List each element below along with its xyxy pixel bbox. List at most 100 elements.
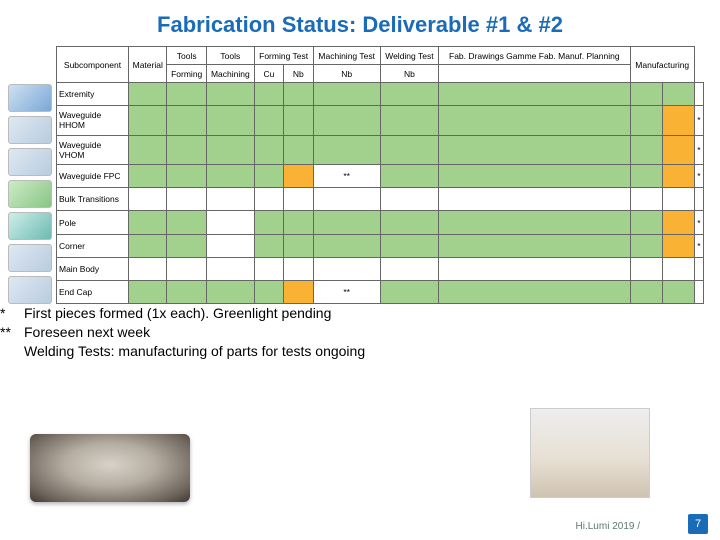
row-label: Waveguide FPC [57,165,129,188]
status-cell [129,211,167,234]
status-cell [284,280,313,303]
note-text: Foreseen next week [24,323,648,342]
status-cell [254,135,283,165]
status-cell [662,234,694,257]
cad-thumb [8,276,52,304]
status-cell [380,135,438,165]
table-row: Pole* [57,211,704,234]
status-cell: * [694,135,703,165]
status-cell [662,280,694,303]
status-cell [313,211,380,234]
status-cell [206,280,254,303]
status-cell [167,106,206,136]
status-cell [694,280,703,303]
status-cell [439,280,631,303]
status-cell [129,135,167,165]
status-cell [439,165,631,188]
status-cell [129,106,167,136]
status-cell [439,234,631,257]
status-cell [380,188,438,211]
part-photo-1 [30,434,190,502]
col-machining: Machining [206,65,254,83]
note-text: First pieces formed (1x each). Greenligh… [24,304,648,323]
status-cell [206,83,254,106]
status-cell [284,135,313,165]
slide-title: Fabrication Status: Deliverable #1 & #2 [0,0,720,46]
status-cell [662,257,694,280]
status-cell [167,280,206,303]
status-cell [284,165,313,188]
status-cell [167,135,206,165]
status-cell [254,211,283,234]
status-cell [662,83,694,106]
status-cell [630,135,662,165]
col-subcomponent: Subcomponent [57,47,129,83]
status-cell [439,257,631,280]
status-cell [284,83,313,106]
table-row: Waveguide HHOM* [57,106,704,136]
header-row-1: Subcomponent Material Tools Tools Formin… [57,47,704,65]
status-cell: * [694,106,703,136]
status-cell [129,188,167,211]
col-nb: Nb [284,65,313,83]
row-label: Corner [57,234,129,257]
status-cell [206,257,254,280]
note-mark [0,342,24,361]
col-manuf: Manufacturing [630,47,694,83]
status-cell [380,234,438,257]
status-table: Subcomponent Material Tools Tools Formin… [56,46,704,304]
status-cell [167,257,206,280]
note-mark: ** [0,323,24,342]
status-cell [206,106,254,136]
status-cell [167,165,206,188]
status-cell [167,188,206,211]
row-label: Waveguide VHOM [57,135,129,165]
status-cell [284,106,313,136]
status-cell [630,211,662,234]
status-cell [630,106,662,136]
status-cell: * [694,234,703,257]
status-cell: ** [313,165,380,188]
status-cell [167,211,206,234]
status-cell [630,257,662,280]
thumbnail-column [8,46,56,304]
cad-thumb [8,116,52,144]
status-cell [439,135,631,165]
status-cell [439,188,631,211]
status-cell [380,165,438,188]
status-cell [284,211,313,234]
col-forming-test: Forming Test [254,47,313,65]
footnotes: *First pieces formed (1x each). Greenlig… [0,304,648,361]
status-cell [380,211,438,234]
status-cell [313,106,380,136]
col-forming: Forming [167,65,206,83]
status-cell [254,83,283,106]
status-cell [694,83,703,106]
status-cell [662,188,694,211]
table-row: End Cap** [57,280,704,303]
content-area: Subcomponent Material Tools Tools Formin… [0,46,720,304]
status-cell [284,188,313,211]
footer-text: Hi.Lumi 2019 / [576,521,640,532]
status-cell [380,257,438,280]
status-cell [630,280,662,303]
status-cell [254,188,283,211]
status-cell [129,234,167,257]
status-cell: * [694,211,703,234]
status-cell [284,257,313,280]
status-cell [129,83,167,106]
status-cell [129,280,167,303]
cad-thumb [8,244,52,272]
note-text: Welding Tests: manufacturing of parts fo… [24,342,648,361]
status-cell [662,211,694,234]
col-weld-test: Welding Test [380,47,438,65]
status-cell [167,83,206,106]
table-row: Waveguide VHOM * [57,135,704,165]
cad-thumb [8,84,52,112]
status-cell [129,257,167,280]
col-mach-test: Machining Test [313,47,380,65]
status-cell [254,257,283,280]
status-cell [380,83,438,106]
status-cell [662,165,694,188]
status-cell [206,135,254,165]
